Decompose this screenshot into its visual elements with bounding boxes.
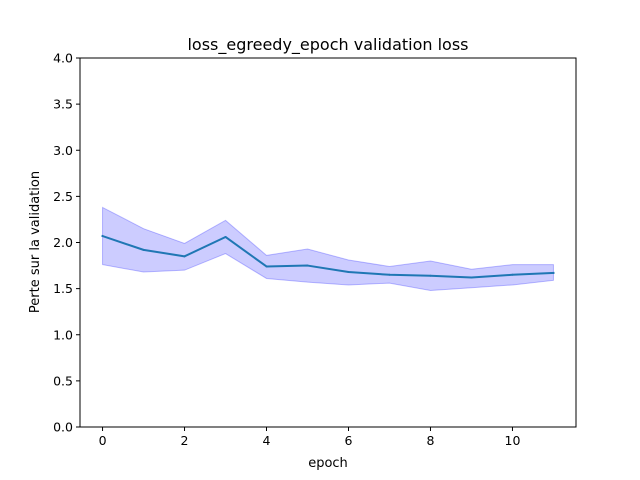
confidence-band bbox=[102, 206, 554, 291]
x-tick-label: 2 bbox=[181, 433, 189, 448]
y-tick-label: 1.5 bbox=[53, 281, 73, 296]
x-tick-label: 0 bbox=[99, 433, 107, 448]
plot-area bbox=[101, 206, 555, 291]
data-point-3 bbox=[224, 235, 227, 238]
y-axis-label: Perte sur la validation bbox=[28, 171, 43, 313]
x-tick-label: 6 bbox=[345, 433, 353, 448]
x-tick-label: 10 bbox=[505, 433, 521, 448]
y-tick-label: 1.0 bbox=[53, 327, 73, 342]
y-tick-label: 2.5 bbox=[53, 189, 73, 204]
series-line bbox=[101, 234, 555, 279]
x-axis-label: epoch bbox=[308, 456, 348, 471]
data-point-4 bbox=[265, 265, 268, 268]
x-axis-ticks: 0 2 4 6 8 10 bbox=[99, 427, 521, 448]
data-point-5 bbox=[306, 264, 309, 267]
data-point-7 bbox=[388, 273, 391, 276]
data-point-10 bbox=[511, 273, 514, 276]
y-tick-label: 3.5 bbox=[53, 97, 73, 112]
chart-title: loss_egreedy_epoch validation loss bbox=[187, 35, 468, 55]
x-tick-label: 4 bbox=[263, 433, 271, 448]
data-point-1 bbox=[142, 248, 145, 251]
y-tick-label: 3.0 bbox=[53, 143, 73, 158]
y-tick-label: 0.5 bbox=[53, 373, 73, 388]
x-tick-label: 8 bbox=[427, 433, 435, 448]
y-tick-label: 2.0 bbox=[53, 235, 73, 250]
plot-frame bbox=[79, 57, 577, 428]
data-point-2 bbox=[183, 255, 186, 258]
data-point-11 bbox=[552, 271, 555, 274]
data-point-9 bbox=[470, 276, 473, 279]
data-point-6 bbox=[347, 271, 350, 274]
y-tick-label: 0.0 bbox=[53, 420, 73, 435]
data-point-8 bbox=[429, 274, 432, 277]
y-tick-label: 4.0 bbox=[53, 51, 73, 66]
y-axis-ticks: 0.0 0.5 1.0 1.5 2.0 2.5 3.0 3.5 4.0 bbox=[53, 51, 80, 435]
data-point-0 bbox=[101, 235, 104, 238]
